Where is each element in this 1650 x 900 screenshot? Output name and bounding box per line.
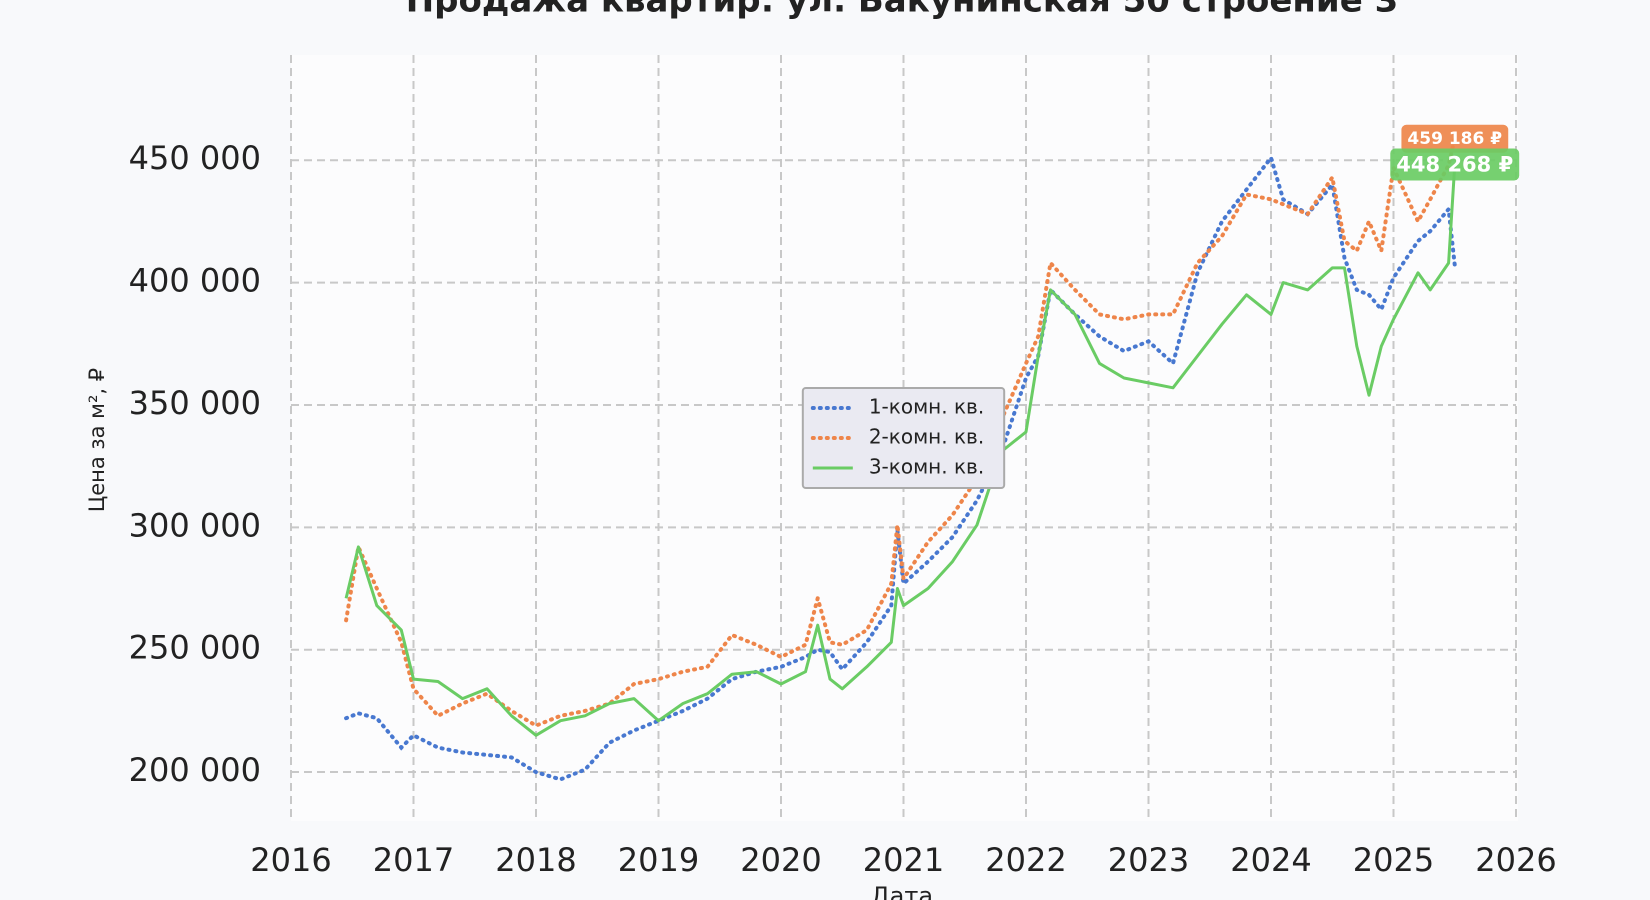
x-tick-label: 2020 — [740, 841, 821, 879]
x-axis-label: Дата — [871, 882, 933, 900]
legend-label: 2-комн. кв. — [869, 425, 984, 449]
chart-title: Продажа квартир: ул. Бакунинская 50 стро… — [406, 0, 1399, 21]
y-tick-label: 300 000 — [129, 506, 261, 544]
x-tick-label: 2024 — [1230, 841, 1311, 879]
y-axis-label: Цена за м², ₽ — [85, 368, 109, 512]
x-tick-label: 2023 — [1108, 841, 1189, 879]
x-tick-label: 2019 — [618, 841, 699, 879]
legend-item: 1-комн. кв. — [810, 395, 984, 419]
value-label: 448 268 ₽ — [1390, 148, 1520, 181]
series-line — [344, 153, 1457, 782]
legend-box — [801, 387, 1006, 489]
x-tick-label: 2021 — [863, 841, 944, 879]
y-tick-label: 450 000 — [129, 139, 261, 177]
value-label-text: 459 186 ₽ — [1407, 129, 1502, 149]
value-label: 459 186 ₽ — [1401, 124, 1509, 153]
x-tick-label: 2016 — [250, 841, 331, 879]
y-tick-label: 350 000 — [129, 384, 261, 422]
legend: 1-комн. кв. 2-комн. кв. 3-комн. кв. — [801, 387, 1006, 489]
x-tick-label: 2022 — [985, 841, 1066, 879]
series-line — [344, 164, 1457, 737]
legend-item: 3-комн. кв. — [812, 455, 984, 479]
value-label-box — [1401, 124, 1509, 153]
y-tick-label: 400 000 — [129, 262, 261, 300]
legend-label: 1-комн. кв. — [869, 395, 984, 419]
value-label-box — [1390, 148, 1520, 181]
legend-label: 3-комн. кв. — [869, 455, 984, 479]
y-tick-label: 200 000 — [129, 751, 261, 789]
x-tick-label: 2026 — [1475, 841, 1556, 879]
legend-item: 2-комн. кв. — [810, 425, 984, 449]
y-tick-label: 250 000 — [129, 629, 261, 667]
value-label-text: 448 268 ₽ — [1396, 152, 1513, 176]
x-tick-label: 2017 — [373, 841, 454, 879]
x-tick-label: 2025 — [1353, 841, 1434, 879]
series-line — [344, 135, 1457, 728]
x-tick-label: 2018 — [495, 841, 576, 879]
